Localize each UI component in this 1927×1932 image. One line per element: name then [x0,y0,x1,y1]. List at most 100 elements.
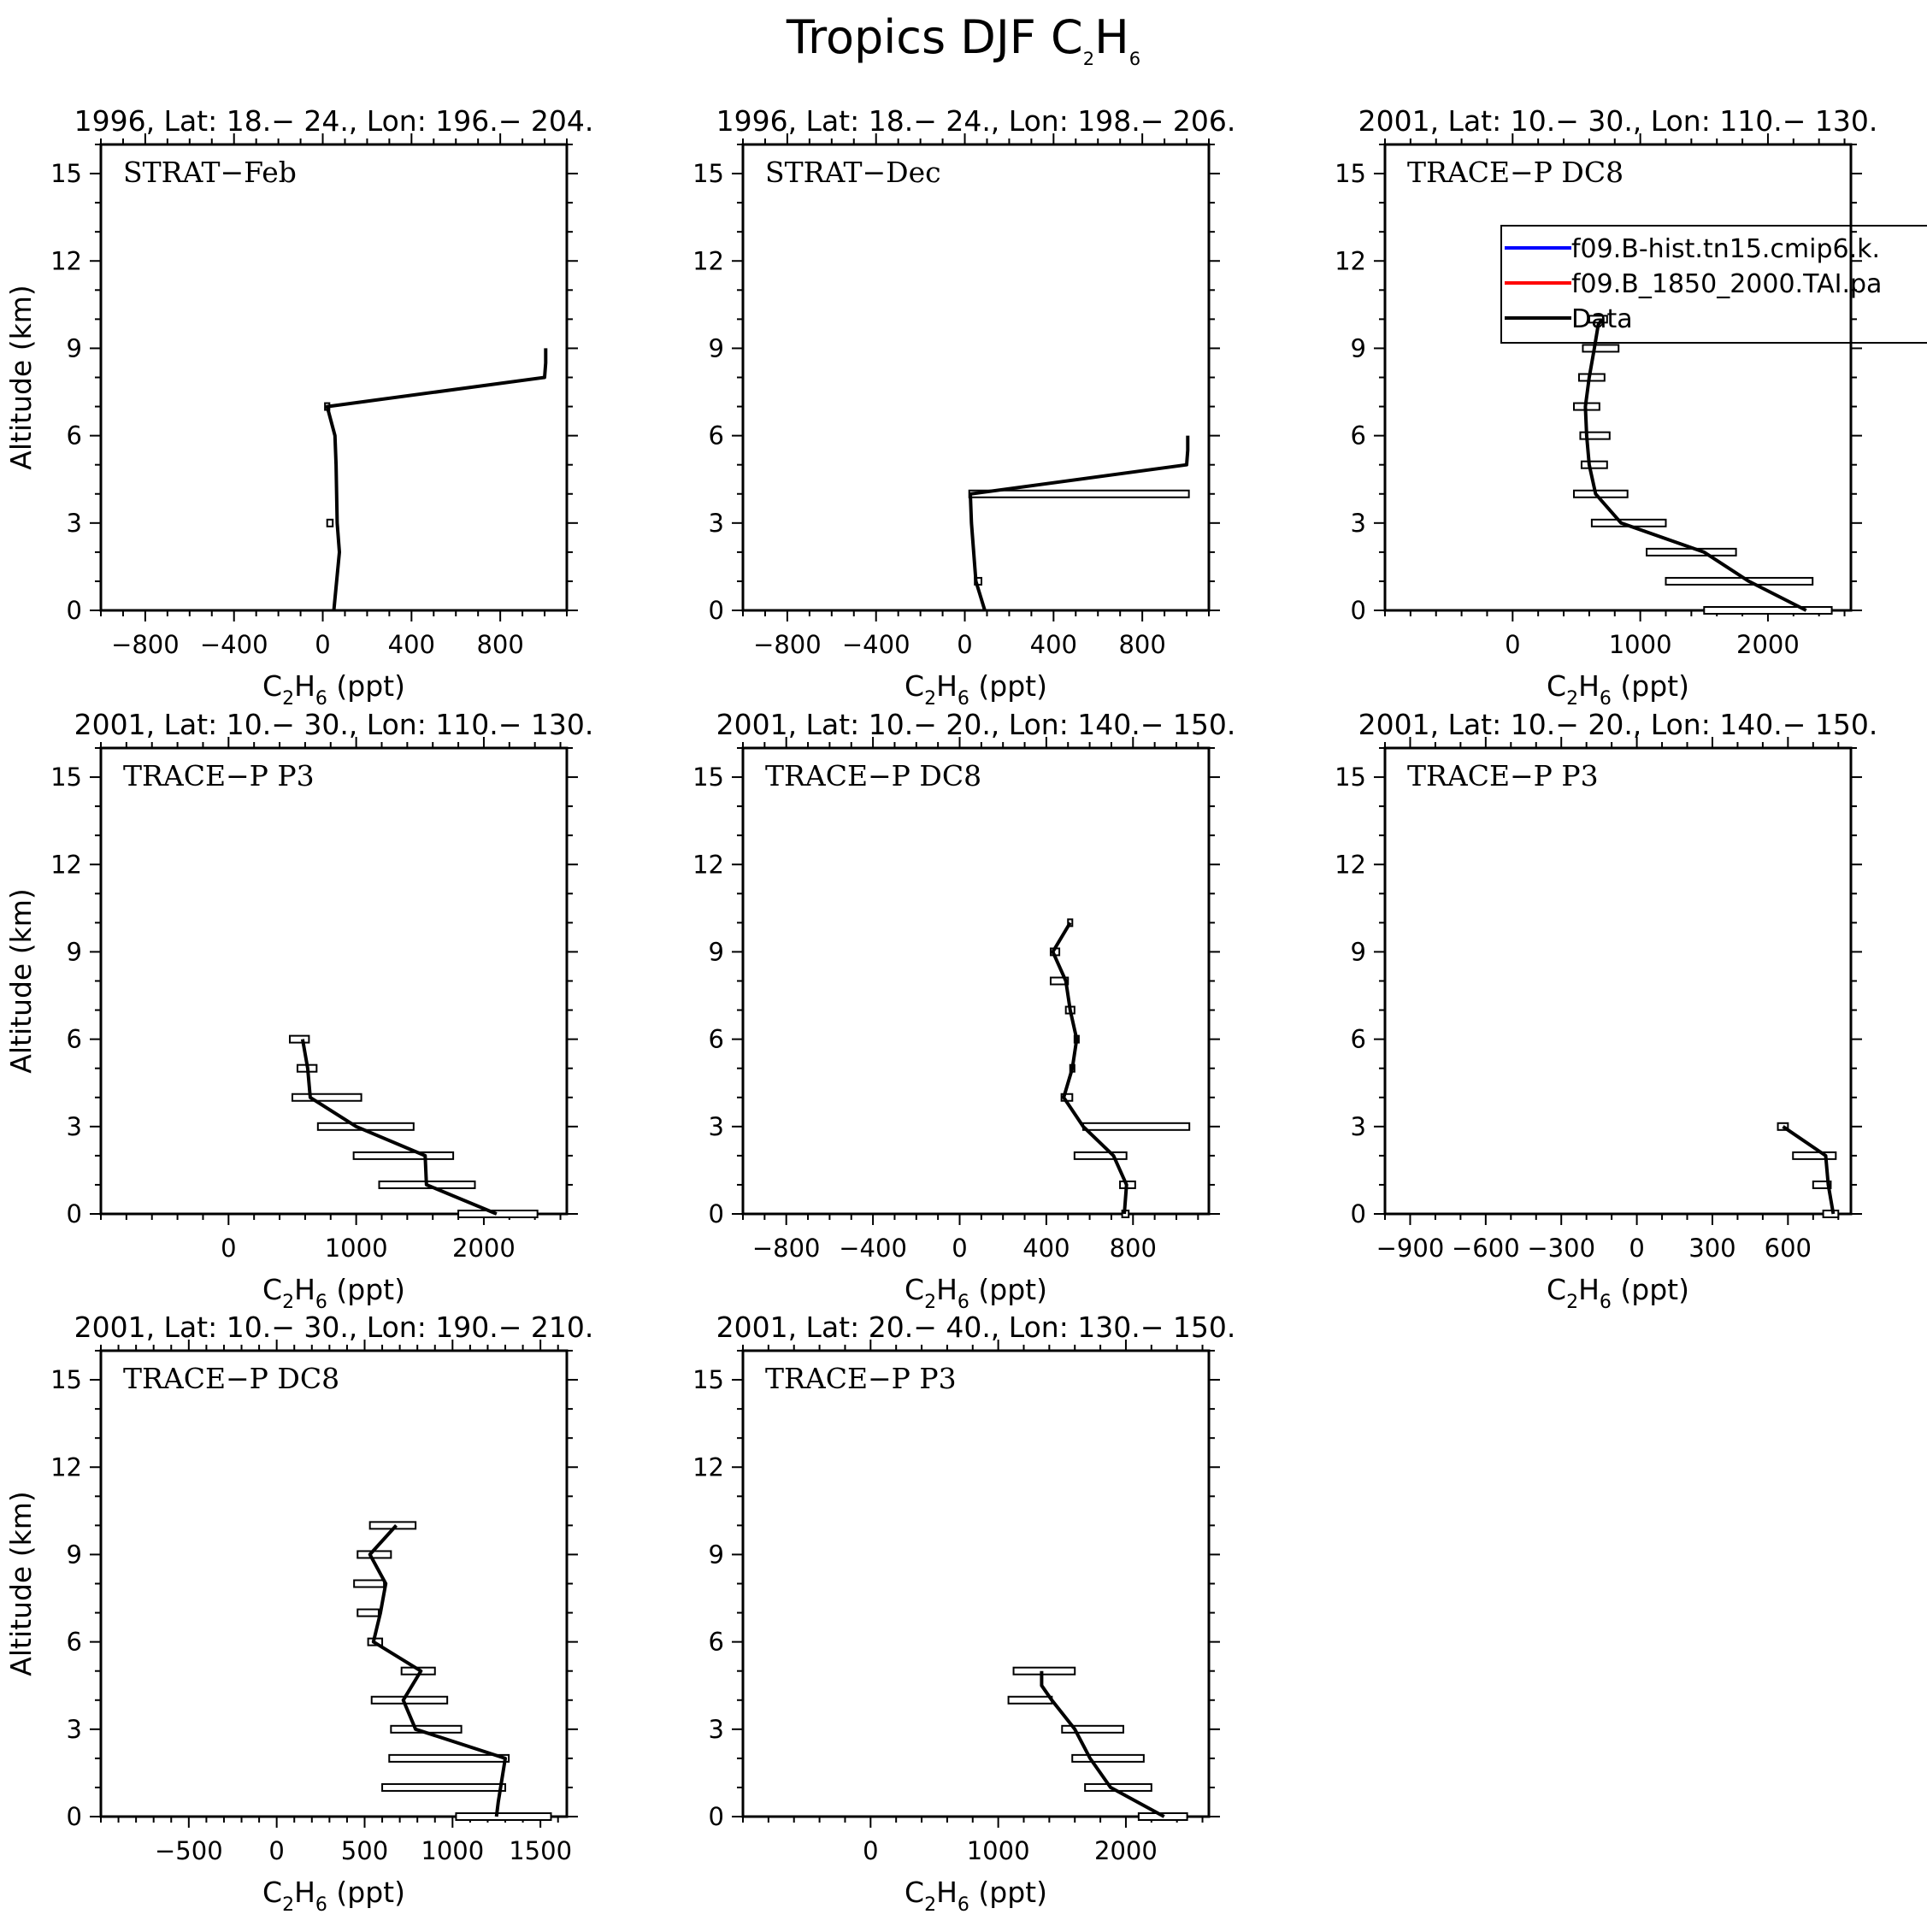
panel-title: 2001, Lat: 10.− 20., Lon: 140.− 150. [716,708,1236,741]
y-tick-label: 6 [67,421,82,451]
x-axis-label-sub: 2 [924,1894,936,1916]
y-axis-label: Altitude (km) [4,1491,38,1676]
x-axis-label-part: (ppt) [969,1876,1047,1909]
x-axis-label-sub: 2 [282,1292,294,1313]
x-tick-label: 0 [1629,1234,1644,1263]
x-axis-label: C2H6 (ppt) [905,669,1047,710]
x-tick-label: −300 [1527,1234,1595,1263]
x-axis-label-part: (ppt) [327,669,405,703]
x-axis-label-part: (ppt) [1612,669,1689,703]
legend-label: f09.B-hist.tn15.cmip6.k. [1571,234,1880,264]
y-tick-label: 15 [1335,763,1366,792]
x-axis-label-part: C [262,1876,282,1909]
x-axis-label-sub: 6 [1600,688,1612,710]
y-tick-label: 12 [1335,246,1366,275]
range-bar [388,1753,510,1763]
x-axis-label-part: C [1547,1273,1566,1306]
range-bar [1822,1210,1840,1218]
plot-frame [99,143,569,612]
y-tick-label: 9 [67,937,82,966]
x-tick-label: 400 [1030,630,1077,659]
x-axis-label-part: C [1547,669,1566,703]
y-tick-label: 9 [709,333,724,362]
legend-label: Data [1571,304,1633,334]
plot-frame [1383,143,1853,612]
x-tick-label: 2000 [1094,1836,1158,1865]
x-tick-label: −800 [753,630,822,659]
range-bar [1012,1666,1076,1676]
x-axis-label: C2H6 (ppt) [1547,1273,1689,1313]
panel-7: 0 3 6 9 12 15 −500 0 500 1000 1500 2001, Lat: 10.− … [4,1311,593,1916]
y-tick-label: 12 [50,850,82,879]
y-tick-label: 0 [1351,596,1366,625]
panel-label: TRACE−P DC8 [1407,156,1624,189]
x-axis-label-sub: 6 [1600,1292,1612,1313]
range-bar [1703,606,1833,615]
y-tick-label: 9 [67,1540,82,1569]
plot-frame [1383,746,1853,1216]
y-tick-label: 12 [692,1452,724,1481]
panel-4: 0 3 6 9 12 15 0 1000 2000 2001, Lat: 10.− 30., Lo… [4,708,593,1313]
y-tick-label: 9 [1351,333,1366,362]
y-tick-label: 3 [67,1715,82,1744]
panel-1: 0 3 6 9 12 15 −800 −400 0 400 800 1996, Lat: 18.− 2… [4,104,593,710]
x-tick-label: 0 [863,1836,878,1865]
data-line [1583,318,1807,612]
x-tick-label: 500 [341,1836,388,1865]
panel-label: STRAT−Dec [765,156,941,189]
y-tick-label: 0 [709,1199,724,1228]
y-axis-label: Altitude (km) [4,285,38,469]
plot-frame [741,1349,1211,1818]
x-tick-label: 0 [952,1234,967,1263]
y-tick-label: 0 [67,1802,82,1831]
panel-title: 2001, Lat: 10.− 20., Lon: 140.− 150. [1358,708,1878,741]
x-axis-label-part: H [1578,669,1600,703]
range-bar [357,1608,380,1617]
data-line [325,348,548,611]
x-tick-label: 2000 [452,1234,516,1263]
x-axis-label-part: (ppt) [1612,1273,1689,1306]
y-tick-label: 15 [50,763,82,792]
x-axis-label-sub: 6 [315,688,327,710]
x-tick-label: 0 [1505,630,1520,659]
x-axis-label-part: H [294,1273,315,1306]
y-tick-label: 6 [67,1628,82,1657]
y-tick-label: 3 [1351,1112,1366,1141]
x-axis-label: C2H6 (ppt) [262,1876,405,1916]
x-axis-label-sub: 2 [1566,1292,1578,1313]
figure-title-sub: 2 [1083,49,1094,69]
x-tick-label: −900 [1376,1234,1445,1263]
panel-title: 2001, Lat: 10.− 30., Lon: 110.− 130. [1358,104,1878,138]
panel-3: 0 3 6 9 12 15 0 1000 2000 2001, Lat: 10.− 30., Lo… [1335,104,1877,710]
figure-title-part: H [1094,10,1129,64]
range-bar [1812,1180,1832,1189]
y-tick-label: 9 [67,333,82,362]
figure-title-sub: 6 [1129,49,1140,69]
panel-label: TRACE−P P3 [123,759,315,792]
x-axis-label-sub: 6 [315,1292,327,1313]
x-axis-label-part: (ppt) [969,1273,1047,1306]
x-tick-label: 1000 [1609,630,1672,659]
x-axis-label-part: C [905,669,924,703]
panel-title: 2001, Lat: 10.− 30., Lon: 190.− 210. [74,1311,594,1344]
y-tick-label: 0 [67,596,82,625]
x-tick-label: −800 [752,1234,821,1263]
x-axis-label-part: H [936,1273,958,1306]
y-tick-label: 3 [709,1112,724,1141]
x-axis-label-part: H [936,669,958,703]
x-axis-label-part: H [1578,1273,1600,1306]
x-tick-label: 2000 [1736,630,1800,659]
legend-label: f09.B_1850_2000.TAI.pa [1571,269,1882,299]
x-axis-label-part: (ppt) [969,669,1047,703]
panels: 0 3 6 9 12 15 −800 −400 0 400 800 1996, Lat: 18.− 2… [4,104,1927,1916]
x-axis-label-sub: 2 [1566,688,1578,710]
x-axis-label-sub: 2 [282,688,294,710]
x-tick-label: 600 [1765,1234,1812,1263]
range-bar [1007,1695,1053,1705]
y-tick-label: 12 [692,850,724,879]
panel-label: TRACE−P DC8 [123,1362,339,1395]
range-bar [1580,460,1608,469]
plot-frame [99,746,569,1216]
y-tick-label: 0 [709,1802,724,1831]
